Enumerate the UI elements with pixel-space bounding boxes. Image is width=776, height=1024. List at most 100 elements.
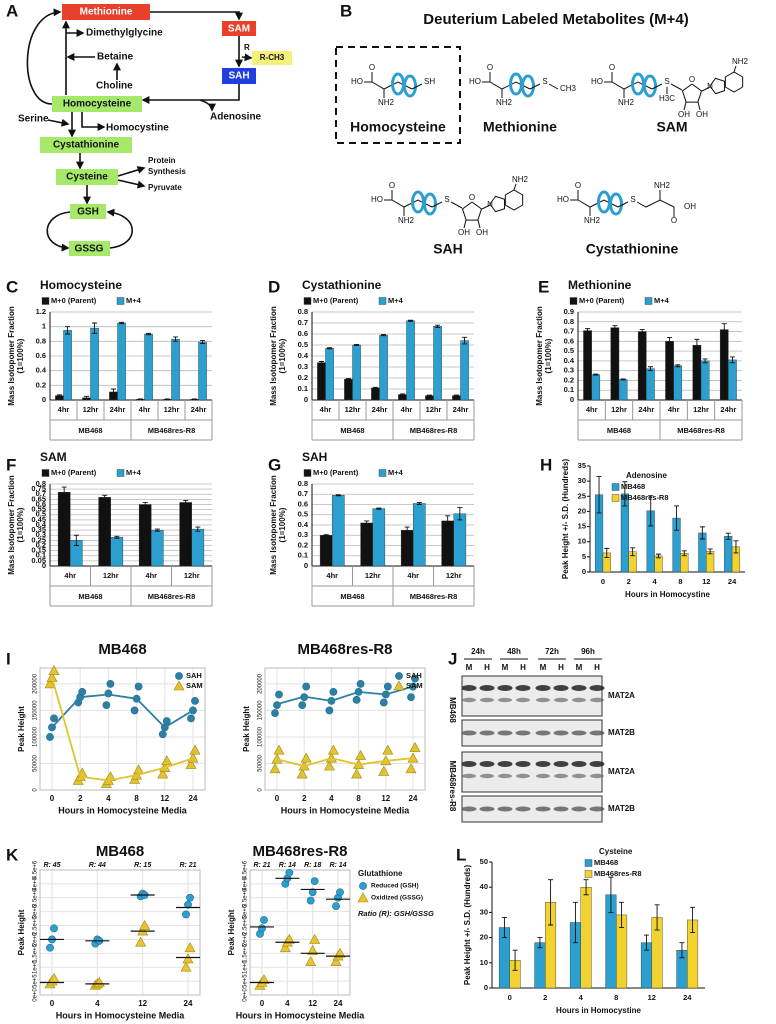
ratio-annotation: R: 14 [329,862,346,869]
data-point [323,760,335,771]
y-tick-label: 0.9 [564,307,574,316]
bond [411,83,423,90]
error-bar [92,322,98,334]
blot-band [589,761,605,767]
x-tick-label: 0 [260,999,265,1008]
group-label: MB468res-R8 [410,592,458,601]
bar [371,387,380,401]
data-point [327,744,339,755]
bond [636,199,675,208]
x-tick-label: 4 [95,999,100,1008]
legend-label: SAH [406,671,422,680]
bond [463,219,467,229]
x-tick-label: 0 [601,577,605,586]
arrow [117,166,146,177]
atom-label: S [444,195,449,204]
bar [117,322,126,401]
blot-band [590,697,604,703]
y-axis-label: Mass Isotopomer Fraction [7,475,16,575]
error-bar [416,502,422,505]
bar [618,379,628,401]
bar [406,320,415,401]
data-point [325,706,334,715]
x-tick-label: 4hr [320,405,332,414]
y-tick-label: 0.3 [298,530,308,539]
atom-label: OH [458,228,470,237]
y-tick-label: 3.5e+6 [33,888,39,907]
ratio-annotation: R: 21 [179,862,196,869]
legend-label: Oxidized (GSSG) [371,895,423,902]
blot-band [515,806,531,812]
y-tick-label: 0.2 [36,540,46,549]
y-tick-label: 30 [578,476,586,485]
error-bar [572,901,578,944]
panel-letter: G [268,455,281,474]
y-tick-label: 2e+6 [33,932,39,946]
y-tick-label: 0.6 [298,499,308,508]
legend-label: MB468res-R8 [594,869,642,878]
data-point [187,714,195,723]
data-point [275,690,283,699]
atom-label: OH [678,110,690,119]
data-point [173,680,185,691]
x-tick-label: 0 [508,993,512,1002]
x-tick-label: 12hr [693,405,709,414]
legend-label: M+0 (Parent) [51,296,97,305]
y-tick-label: 1e+6 [243,960,249,974]
bond [697,101,701,111]
x-tick-label: 4 [285,999,290,1008]
y-axis-label: Mass Isotopomer Fraction [535,306,544,406]
ratio-annotation: R: 45 [43,862,60,869]
legend-swatch [41,297,50,305]
data-point [158,730,167,739]
y-tick-label: 0e+0 [33,988,39,1002]
y-tick-label: 0e+0 [243,988,249,1002]
bar [179,502,192,567]
blot-band [554,697,568,703]
group-label: MB468res-R8 [148,426,196,435]
data-point [305,956,317,966]
node-label: Synthesis [148,167,186,176]
bar [344,378,353,401]
error-bar [699,526,705,540]
blot-band [589,806,605,812]
y-tick-label: 0.4 [564,356,575,365]
x-tick-label: 4hr [401,405,413,414]
legend-label: M+4 [126,468,142,477]
error-bar [164,398,170,401]
error-bar [73,534,79,546]
bond [450,201,463,209]
atom-label: NH2 [618,98,635,107]
bar [90,327,99,401]
lane-label: H [558,663,564,672]
ratio-annotation: R: 21 [253,862,270,869]
data-point [300,752,312,763]
atom-label: OH [476,228,488,237]
data-point [298,701,307,710]
data-point [161,755,173,766]
deuterium-label [643,74,657,98]
legend-swatch [611,483,620,491]
chart-title: MB468res-R8 [297,641,392,658]
y-tick-label: 0.2 [298,373,308,382]
y-tick-label: 0.25 [31,535,46,544]
blot-band [589,685,605,691]
y-tick-label: 4e+6 [243,876,249,890]
legend-label: SAM [406,681,423,690]
bar [325,348,334,401]
data-point [180,961,192,972]
error-bar [622,481,628,507]
arrow [241,53,253,62]
bar [654,555,663,573]
y-tick-label: 5e+5 [243,974,249,988]
y-tick-label: 0 [304,395,308,404]
legend-label: M+0 (Parent) [313,468,359,477]
node-label: Methionine [80,7,133,18]
error-bar [729,356,735,364]
error-bar [354,344,360,346]
panel-letter: D [268,277,280,296]
atom-label: O [487,63,493,72]
bar [413,503,426,567]
blot-band [571,761,587,767]
deuterium-label [521,74,535,98]
